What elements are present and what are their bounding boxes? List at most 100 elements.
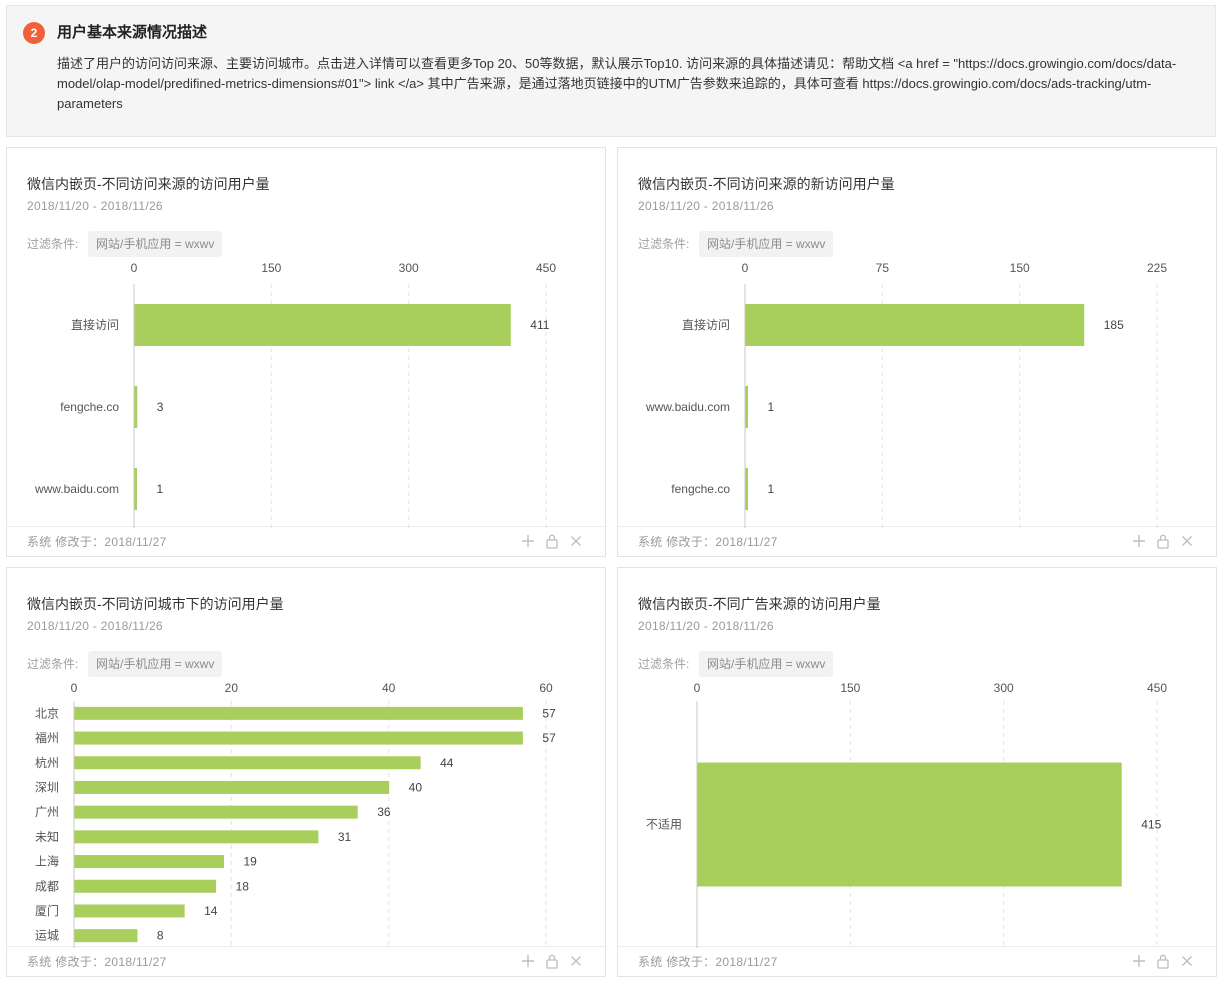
filter-chip[interactable]: 网站/手机应用 = wxwv	[88, 231, 223, 257]
bar[interactable]	[745, 386, 749, 428]
card-date-range: 2018/11/20 - 2018/11/26	[27, 619, 163, 633]
section-title: 用户基本来源情况描述	[57, 24, 208, 41]
value-label: 31	[338, 830, 352, 844]
bar[interactable]	[74, 706, 523, 720]
bar[interactable]	[74, 731, 523, 745]
filter-chip[interactable]: 网站/手机应用 = wxwv	[699, 651, 834, 677]
category-label: fengche.co	[671, 482, 730, 496]
card-actions	[521, 953, 583, 969]
x-tick-label: 0	[694, 681, 701, 695]
x-tick-label: 300	[399, 261, 419, 275]
category-label: 厦门	[35, 903, 59, 918]
card-title[interactable]: 微信内嵌页-不同广告来源的访问用户量	[638, 596, 881, 612]
card-footer: 系统 修改于：2018/11/27	[7, 526, 605, 556]
x-tick-label: 40	[382, 681, 396, 695]
plus-icon[interactable]	[521, 533, 535, 549]
bar[interactable]	[74, 805, 358, 819]
category-label: 广州	[35, 805, 59, 819]
plus-icon[interactable]	[1132, 533, 1146, 549]
close-icon[interactable]	[569, 953, 583, 969]
filter-chip[interactable]: 网站/手机应用 = wxwv	[699, 231, 834, 257]
x-tick-label: 150	[261, 261, 281, 275]
lock-icon[interactable]	[545, 533, 559, 549]
bar[interactable]	[745, 304, 1085, 346]
lock-icon[interactable]	[1156, 953, 1170, 969]
chart-card[interactable]: 微信内嵌页-不同访问来源的访问用户量 2018/11/20 - 2018/11/…	[6, 147, 606, 557]
value-label: 1	[768, 482, 775, 496]
bar[interactable]	[134, 304, 511, 346]
chart-card[interactable]: 微信内嵌页-不同访问来源的新访问用户量 2018/11/20 - 2018/11…	[617, 147, 1217, 557]
x-tick-label: 0	[71, 681, 78, 695]
modified-info: 系统 修改于：2018/11/27	[638, 955, 778, 969]
filter-label: 过滤条件:	[27, 237, 79, 251]
card-title[interactable]: 微信内嵌页-不同访问城市下的访问用户量	[27, 596, 284, 612]
bar[interactable]	[74, 780, 390, 794]
bar[interactable]	[74, 879, 217, 893]
card-actions	[1132, 533, 1194, 549]
category-label: 未知	[35, 830, 59, 844]
card-date-range: 2018/11/20 - 2018/11/26	[27, 199, 163, 213]
category-label: fengche.co	[60, 400, 119, 414]
modified-info: 系统 修改于：2018/11/27	[27, 535, 167, 549]
category-label: 福州	[35, 730, 59, 745]
value-label: 14	[204, 904, 218, 918]
bar-chart: 0 150 300 450 直接访问 411 fengche.co 3 www.baidu.co…	[34, 261, 556, 528]
chart-card[interactable]: 微信内嵌页-不同访问城市下的访问用户量 2018/11/20 - 2018/11…	[6, 567, 606, 977]
bar[interactable]	[745, 468, 749, 510]
category-label: 运城	[35, 929, 59, 943]
filter-chip[interactable]: 网站/手机应用 = wxwv	[88, 651, 223, 677]
category-label: 直接访问	[71, 317, 119, 332]
value-label: 19	[243, 855, 257, 869]
plus-icon[interactable]	[1132, 953, 1146, 969]
card-footer: 系统 修改于：2018/11/27	[618, 946, 1216, 976]
close-icon[interactable]	[569, 533, 583, 549]
x-tick-label: 60	[539, 681, 553, 695]
bar-chart: 0 75 150 225 直接访问 185 www.baidu.com 1 fengche.co…	[645, 261, 1167, 528]
card-date-range: 2018/11/20 - 2018/11/26	[638, 619, 774, 633]
value-label: 3	[157, 400, 164, 414]
x-tick-label: 0	[131, 261, 138, 275]
value-label: 8	[157, 929, 164, 943]
category-label: 上海	[35, 854, 59, 869]
card-actions	[521, 533, 583, 549]
card-title[interactable]: 微信内嵌页-不同访问来源的新访问用户量	[638, 176, 895, 192]
bar-chart: 0 20 40 60 北京 57 福州 57 杭州 44 深圳 40 广州 36 未知 31 上海 19 成都 18 厦…	[35, 681, 556, 948]
filter-label: 过滤条件:	[27, 657, 79, 671]
x-tick-label: 20	[225, 681, 239, 695]
close-icon[interactable]	[1180, 953, 1194, 969]
value-label: 18	[236, 879, 250, 893]
close-icon[interactable]	[1180, 533, 1194, 549]
x-tick-label: 150	[840, 681, 860, 695]
chart-card[interactable]: 微信内嵌页-不同广告来源的访问用户量 2018/11/20 - 2018/11/…	[617, 567, 1217, 977]
lock-icon[interactable]	[1156, 533, 1170, 549]
bar[interactable]	[74, 830, 319, 844]
section-description: 描述了用户的访问访问来源、主要访问城市。点击进入详情可以查看更多Top 20、5…	[57, 56, 1177, 111]
category-label: 北京	[35, 706, 59, 720]
category-label: 杭州	[35, 755, 59, 770]
modified-info: 系统 修改于：2018/11/27	[27, 955, 167, 969]
bar[interactable]	[74, 756, 421, 770]
bar[interactable]	[74, 904, 185, 918]
value-label: 1	[157, 482, 164, 496]
value-label: 185	[1104, 318, 1124, 332]
filter-label: 过滤条件:	[638, 237, 690, 251]
section-header: 2 用户基本来源情况描述 描述了用户的访问访问来源、主要访问城市。点击进入详情可…	[6, 5, 1216, 137]
lock-icon[interactable]	[545, 953, 559, 969]
card-footer: 系统 修改于：2018/11/27	[618, 526, 1216, 556]
value-label: 415	[1141, 818, 1161, 832]
bar[interactable]	[134, 468, 138, 510]
bar[interactable]	[74, 855, 224, 869]
card-title[interactable]: 微信内嵌页-不同访问来源的访问用户量	[27, 176, 270, 192]
category-label: 不适用	[646, 818, 682, 832]
card-date-range: 2018/11/20 - 2018/11/26	[638, 199, 774, 213]
x-tick-label: 75	[876, 261, 890, 275]
modified-info: 系统 修改于：2018/11/27	[638, 535, 778, 549]
bar[interactable]	[134, 386, 138, 428]
bar[interactable]	[74, 929, 138, 943]
plus-icon[interactable]	[521, 953, 535, 969]
value-label: 40	[409, 780, 423, 794]
bar[interactable]	[697, 762, 1122, 887]
category-label: 深圳	[35, 780, 59, 794]
value-label: 1	[768, 400, 775, 414]
card-footer: 系统 修改于：2018/11/27	[7, 946, 605, 976]
